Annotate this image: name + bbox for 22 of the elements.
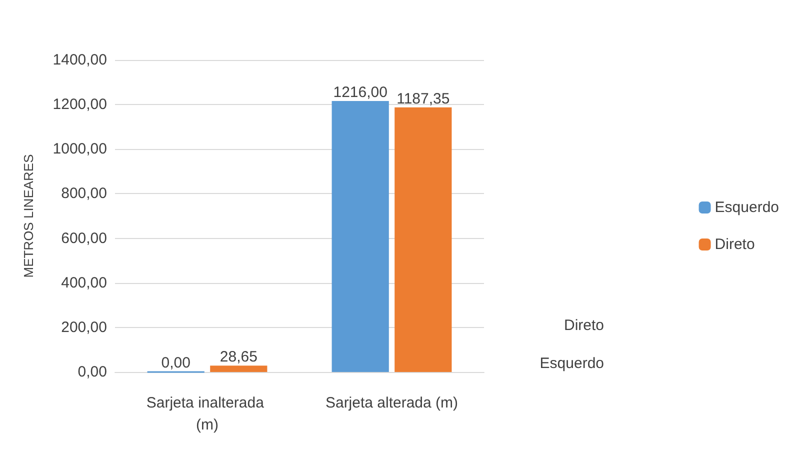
y-tick-label: 200,00 [61, 318, 107, 336]
y-tick-label: 1000,00 [52, 140, 107, 158]
data-label: 1187,35 [396, 90, 450, 108]
legend-label: Esquerdo [714, 199, 780, 216]
y-tick-label: 1400,00 [52, 52, 107, 68]
bar [210, 366, 268, 372]
bar [332, 101, 389, 372]
y-tick-label: 400,00 [61, 274, 107, 292]
x-tick-label: Sarjeta inalterada (m) [146, 394, 268, 434]
text: Esquerdo [540, 355, 604, 372]
y-tick-label: 600,00 [61, 230, 107, 247]
data-label: 0,00 [161, 354, 190, 372]
data-label: 1216,00 [333, 84, 388, 102]
text: Direto [564, 317, 604, 334]
x-tick-label: Sarjeta alterada (m) [325, 394, 458, 412]
legend-label: Direto [714, 236, 755, 253]
y-tick-label: 1200,00 [52, 96, 107, 114]
y-tick-label: 800,00 [61, 185, 107, 202]
bar [394, 107, 452, 372]
y-tick-label: 0,00 [78, 364, 107, 380]
data-label: 28,65 [220, 348, 258, 366]
y-axis-title: METROS LINEARES [21, 154, 36, 278]
